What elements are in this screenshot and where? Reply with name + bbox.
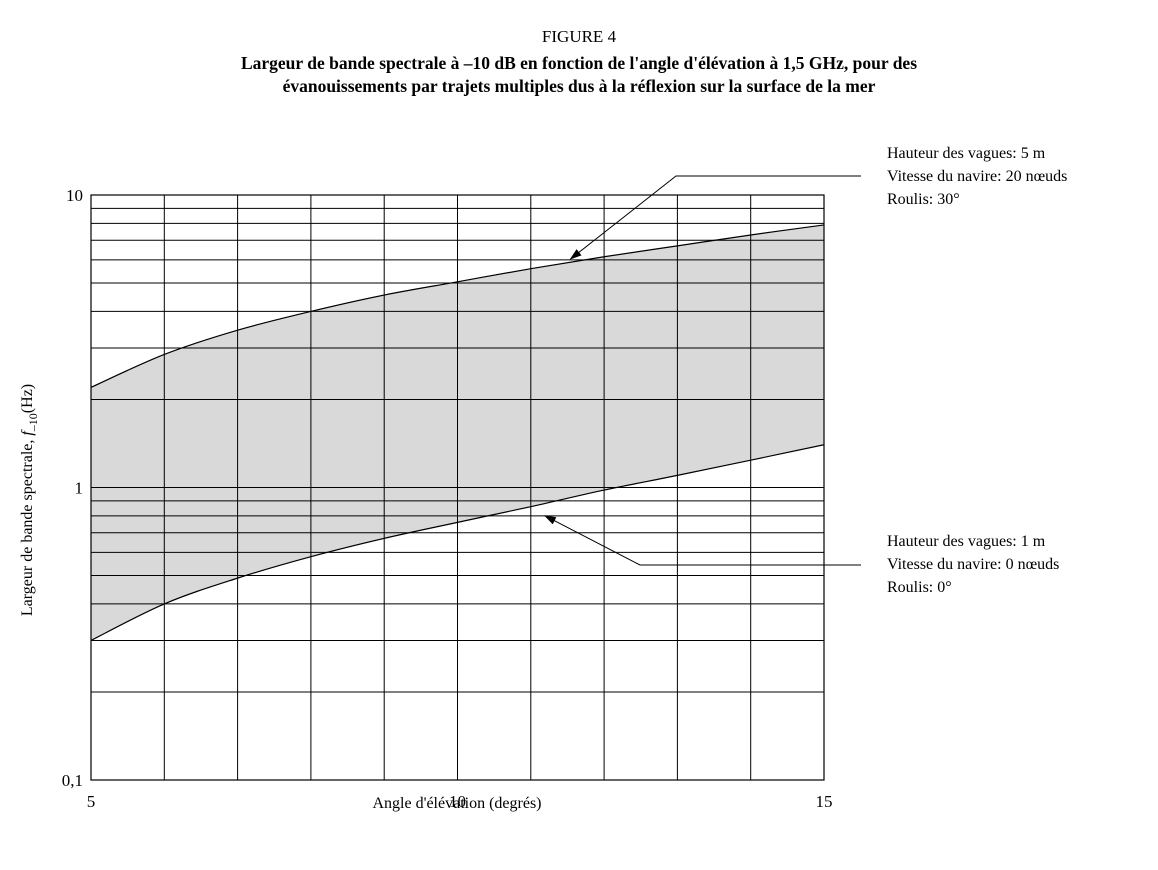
series-line-upper [90, 224, 825, 388]
annotation-leader-upper [569, 175, 861, 260]
x-tick-label: 5 [87, 792, 96, 811]
figure-label: FIGURE 4 [541, 27, 617, 46]
y-axis-label-unit: (Hz) [19, 384, 36, 413]
grid-layer [90, 194, 825, 781]
y-axis-label-main: Largeur de bande spectrale, [19, 436, 36, 617]
figure-title-line-1: Largeur de bande spectrale à –10 dB en f… [240, 53, 918, 73]
figure-title: Largeur de bande spectrale à –10 dB en f… [60, 52, 1098, 98]
y-axis-label-symbol: f [19, 429, 36, 436]
annotation-leader-lower [543, 515, 861, 566]
annotation-lower-line: Hauteur des vagues: 1 m [887, 533, 1046, 550]
y-axis-label: Largeur de bande spectrale, f–10(Hz) [19, 384, 40, 616]
x-tick-label: 15 [816, 792, 833, 811]
x-axis-label: Angle d'élévation (degrés) [372, 795, 541, 812]
y-axis-label-subscript: –10 [26, 413, 40, 432]
y-tick-label: 1 [75, 479, 84, 498]
annotation-upper-line: Vitesse du navire: 20 nœuds [887, 168, 1067, 185]
y-tick-label: 0,1 [62, 771, 83, 790]
annotation-upper-line: Hauteur des vagues: 5 m [887, 145, 1046, 162]
annotation-lower-line: Vitesse du navire: 0 nœuds [887, 556, 1059, 573]
series-line-lower [90, 444, 825, 641]
x-tick-label: 10 [449, 792, 466, 811]
curve-layer [90, 224, 825, 641]
figure-title-line-2: évanouissements par trajets multiples du… [282, 76, 876, 96]
annotation-layer: Hauteur des vagues: 5 m Vitesse du navire… [543, 145, 1067, 596]
annotation-upper-line: Roulis: 30° [887, 191, 960, 208]
annotation-lower-line: Roulis: 0° [887, 579, 952, 596]
plot-frame [90, 194, 825, 781]
y-tick-label: 10 [66, 186, 83, 205]
tick-layer: 5 10 15 0,1 1 10 [62, 186, 833, 811]
